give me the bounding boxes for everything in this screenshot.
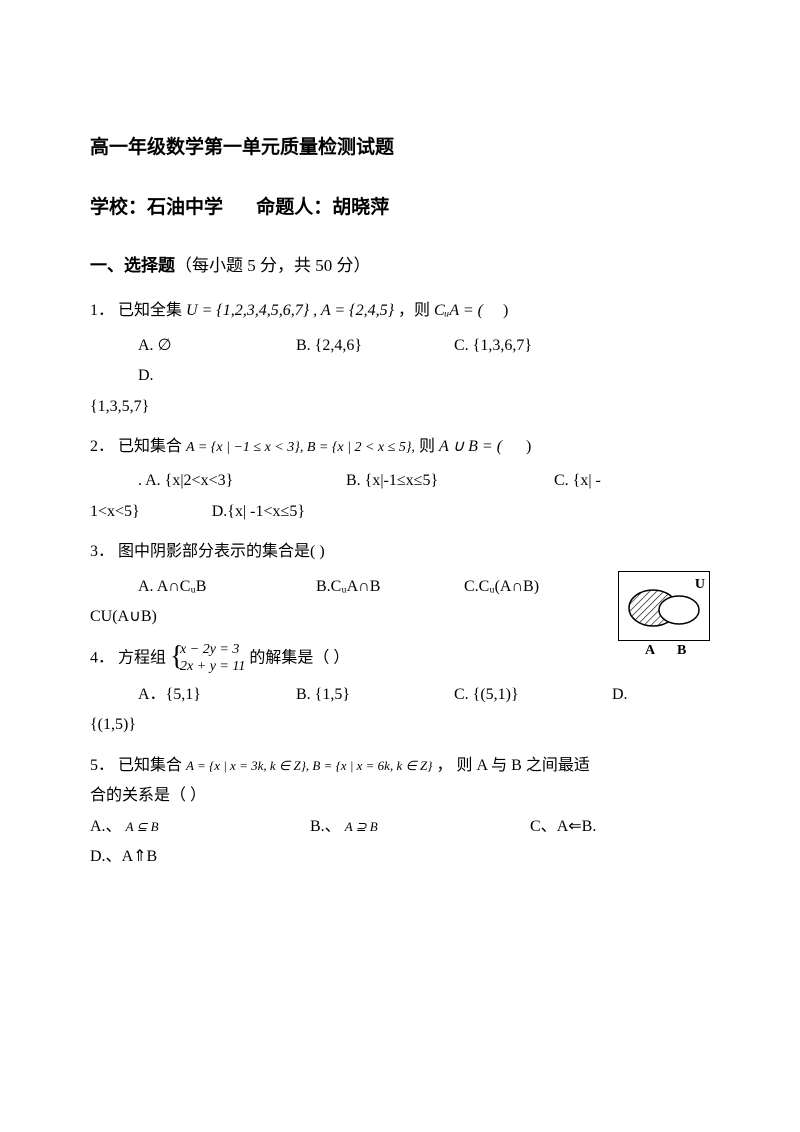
author-name: 胡晓萍 (332, 197, 389, 218)
question-2: 2． 已知集合 A = {x | −1 ≤ x < 3}, B = {x | 2… (90, 432, 710, 462)
venn-diagram: U A B (618, 571, 710, 641)
q2-optA: {x|2<x<3} (165, 472, 234, 489)
q2-optD-label: D. (212, 503, 228, 520)
q1-optB-label: B. (296, 337, 311, 354)
q1-stem-b: ，则 (398, 302, 430, 319)
q1-optC-label: C. (454, 337, 469, 354)
q1-math-2: CᵤA = ( (434, 302, 483, 319)
q4-system: x − 2y = 3 2x + y = 11 (170, 642, 245, 676)
q2-optD: {x| -1<x≤5} (227, 503, 305, 520)
q1-options: A. ∅ B. {2,4,6} C. {1,3,6,7} D. (90, 331, 710, 392)
q2-line3: 1<x<5} D.{x| -1<x≤5} (90, 497, 710, 527)
q3-optC-label: C. (464, 578, 479, 595)
q4-optA: {5,1} (166, 686, 201, 703)
q4-stem-b: 的解集是（ ） (249, 650, 349, 667)
q1-math-1: U = {1,2,3,4,5,6,7} , A = {2,4,5} (186, 302, 394, 319)
q5-optB-label: B.、 (310, 818, 341, 835)
q3-optC: Cᵤ(A∩B) (479, 578, 539, 595)
q2-optC-label: C. (554, 472, 569, 489)
q2-optC-cont: 1<x<5} (90, 503, 140, 520)
question-4: 4． 方程组 x − 2y = 3 2x + y = 11 的解集是（ ） (90, 642, 710, 676)
q4-optD-label: D. (612, 686, 628, 703)
q5-optA: A ⊆ B (126, 819, 159, 834)
q1-optB: {2,4,6} (315, 337, 362, 354)
q1-optC: {1,3,6,7} (473, 337, 532, 354)
q3-optA: A∩CᵤB (157, 578, 207, 595)
q1-optD-cont: {1,3,5,7} (90, 392, 710, 422)
q5-stem-c: 合的关系是（ ） (90, 781, 710, 811)
q1-stem-a: 已知全集 (118, 302, 182, 319)
q4-options: A．{5,1} B. {1,5} C. {(5,1)} D. (90, 680, 710, 710)
q2-optB-label: B. (346, 472, 361, 489)
author-label: 命题人： (256, 197, 332, 218)
q5-stem-a: 已知集合 (118, 757, 182, 774)
q4-optA-label: A． (138, 686, 166, 703)
q3-optB: CᵤA∩B (331, 578, 381, 595)
q2-stem-a: 已知集合 (118, 438, 182, 455)
q4-optD-cont: {(1,5)} (90, 710, 710, 740)
q3-stem: 图中阴影部分表示的集合是( ) (118, 543, 325, 560)
question-5: 5． 已知集合 A = {x | x = 3k, k ∈ Z}, B = {x … (90, 751, 710, 781)
q4-stem-a: 方程组 (118, 650, 166, 667)
school-name: 石油中学 (147, 197, 223, 218)
q2-options: . A. {x|2<x<3} B. {x|-1≤x≤5} C. {x| - (90, 466, 710, 496)
q5-optC: A⇐B. (557, 818, 597, 835)
q4-num: 4． (90, 650, 114, 667)
q1-optA-label: A. (138, 337, 154, 354)
page-title: 高一年级数学第一单元质量检测试题 (90, 130, 710, 166)
q2-num: 2． (90, 438, 114, 455)
q2-optB: {x|-1≤x≤5} (365, 472, 438, 489)
q1-num: 1． (90, 302, 114, 319)
q5-optD-label: D.、 (90, 848, 122, 865)
q5-optB: A ⊇ B (345, 819, 378, 834)
q3-options: A. A∩CᵤB B.CᵤA∩B C.Cᵤ(A∩B) (90, 572, 710, 602)
venn-label-u: U (695, 572, 705, 599)
question-3: 3． 图中阴影部分表示的集合是( ) A. A∩CᵤB B.CᵤA∩B C.Cᵤ… (90, 537, 710, 632)
question-1: 1． 已知全集 U = {1,2,3,4,5,6,7} , A = {2,4,5… (90, 296, 710, 326)
q2-stem-b: 则 (419, 438, 435, 455)
q4-optC-label: C. (454, 686, 469, 703)
q5-optD-row: D.、A⇑B (90, 842, 710, 872)
q5-optA-label: A.、 (90, 818, 122, 835)
q2-math-1: A = {x | −1 ≤ x < 3}, B = {x | 2 < x ≤ 5… (186, 440, 415, 455)
q3-num: 3． (90, 543, 114, 560)
q2-stem-c: ) (526, 438, 531, 455)
q4-optB: {1,5} (315, 686, 350, 703)
subtitle: 学校：石油中学 命题人：胡晓萍 (90, 190, 710, 226)
q2-optC: {x| - (573, 472, 601, 489)
q4-sys-line2: 2x + y = 11 (180, 659, 245, 674)
school-label: 学校： (90, 197, 147, 218)
q5-options: A.、 A ⊆ B B.、 A ⊇ B C、A⇐B. (90, 812, 710, 842)
q1-optD-label: D. (138, 367, 154, 384)
q3-optD: CU(A∪B) (90, 602, 710, 632)
section-1-title: 一、选择题 (90, 256, 175, 275)
q5-math: A = {x | x = 3k, k ∈ Z}, B = {x | x = 6k… (186, 758, 432, 773)
section-1-heading: 一、选择题（每小题 5 分，共 50 分） (90, 250, 710, 282)
q1-optA: ∅ (158, 337, 172, 354)
q3-optA-label: A. (138, 578, 154, 595)
q5-optD: A⇑B (122, 848, 158, 865)
q4-optC: {(5,1)} (473, 686, 519, 703)
q5-stem-b: ， 则 A 与 B 之间最适 (436, 757, 589, 774)
q2-math-2: A ∪ B = ( (439, 438, 502, 455)
q1-stem-c: ) (503, 302, 508, 319)
q3-optB-label: B. (316, 578, 331, 595)
q4-sys-line1: x − 2y = 3 (180, 642, 239, 657)
q5-num: 5． (90, 757, 114, 774)
section-1-note: （每小题 5 分，共 50 分） (175, 256, 371, 275)
q4-optB-label: B. (296, 686, 311, 703)
q5-optC-label: C、 (530, 818, 557, 835)
q2-optA-label: . A. (138, 472, 161, 489)
